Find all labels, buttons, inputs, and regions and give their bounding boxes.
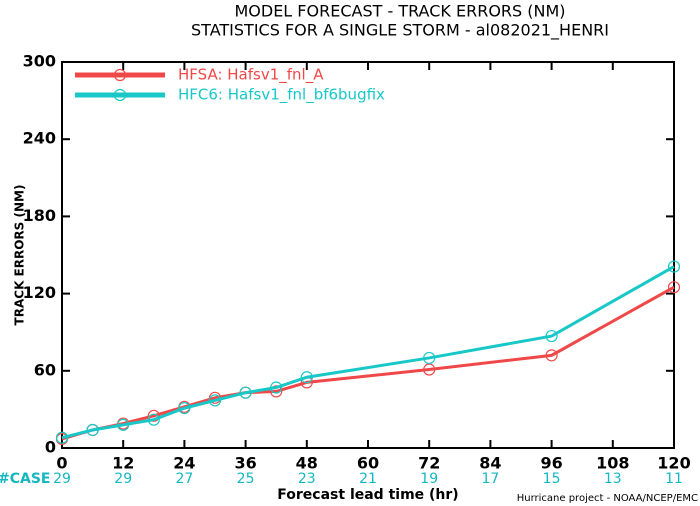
case-count: 13 xyxy=(604,471,622,487)
case-count: 23 xyxy=(298,471,316,487)
x-tick-label: 108 xyxy=(596,454,629,473)
x-tick-label: 12 xyxy=(112,454,134,473)
y-tick-label: 180 xyxy=(23,206,56,225)
x-axis-label: Forecast lead time (hr) xyxy=(277,487,458,503)
x-tick-label: 120 xyxy=(657,454,690,473)
y-axis-label: TRACK ERRORS (NM) xyxy=(13,185,27,326)
case-label: #CASE xyxy=(0,471,51,487)
point xyxy=(270,381,283,394)
legend-marker xyxy=(113,68,127,82)
chart-title: MODEL FORECAST - TRACK ERRORS (NM) xyxy=(234,2,565,21)
point xyxy=(667,281,681,294)
point xyxy=(545,329,558,343)
x-tick-label: 48 xyxy=(296,454,318,473)
point xyxy=(667,260,681,273)
series-line xyxy=(61,265,675,440)
case-count: 29 xyxy=(53,471,71,487)
y-tick-label: 300 xyxy=(23,52,56,71)
case-count: 29 xyxy=(114,471,132,487)
y-tick-label: 60 xyxy=(34,360,56,379)
case-count: 27 xyxy=(175,471,193,487)
x-tick-label: 0 xyxy=(56,454,67,473)
x-tick-label: 24 xyxy=(173,454,195,473)
case-count: 17 xyxy=(481,471,499,487)
point xyxy=(300,371,313,384)
x-tick-label: 36 xyxy=(234,454,256,473)
point xyxy=(86,423,99,437)
legend-label: HFC6: Hafsv1_fnl_bf6bugfix xyxy=(178,86,385,105)
point xyxy=(55,431,69,444)
case-count: 25 xyxy=(237,471,255,487)
point xyxy=(545,349,558,362)
y-tick-label: 240 xyxy=(23,129,56,148)
x-tick-label: 72 xyxy=(418,454,440,473)
point xyxy=(117,418,130,431)
x-tick-label: 84 xyxy=(479,454,501,473)
point xyxy=(208,394,222,407)
case-count: 11 xyxy=(665,471,683,487)
legend-marker xyxy=(113,88,127,102)
y-tick-label: 0 xyxy=(45,438,56,457)
legend-label: HFSA: Hafsv1_fnl_A xyxy=(178,66,324,85)
series-line xyxy=(61,285,675,441)
point xyxy=(147,413,160,426)
footnote: Hurricane project - NOAA/NCEP/EMC xyxy=(517,493,698,504)
x-tick-label: 60 xyxy=(357,454,379,473)
case-count: 19 xyxy=(420,471,438,487)
point xyxy=(178,402,191,415)
x-tick-label: 96 xyxy=(540,454,562,473)
point xyxy=(147,409,160,422)
case-count: 15 xyxy=(543,471,561,487)
plot-frame xyxy=(61,61,675,449)
point xyxy=(239,386,252,399)
chart-subtitle: STATISTICS FOR A SINGLE STORM - al082021… xyxy=(191,21,609,41)
point xyxy=(423,351,436,365)
point xyxy=(270,385,283,398)
case-count: 21 xyxy=(359,471,377,487)
y-tick-label: 120 xyxy=(23,283,56,302)
